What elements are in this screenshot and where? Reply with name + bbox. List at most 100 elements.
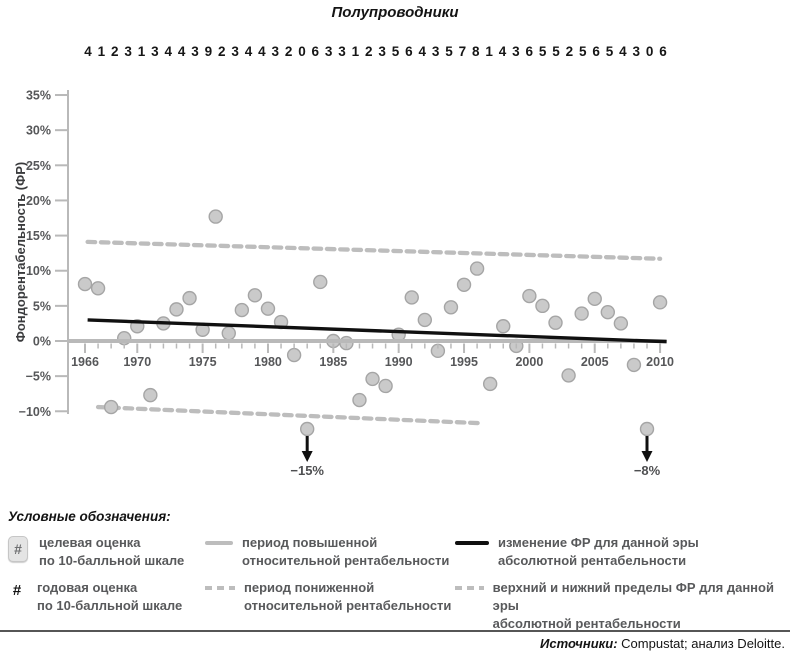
legend-line: абсолютной рентабельности — [492, 616, 681, 631]
data-point — [378, 378, 393, 394]
x-year-label: 2000 — [515, 355, 543, 369]
year-score: 8 — [472, 44, 480, 59]
year-score: 1 — [137, 44, 146, 59]
legend-item-label: период пониженной относительной рентабель… — [244, 579, 451, 615]
year-score: 2 — [365, 44, 373, 59]
data-point — [247, 288, 263, 303]
y-tick-label: 35% — [26, 89, 51, 103]
dashed-gray-line-icon — [455, 586, 484, 590]
hash-boxed-icon: # — [8, 536, 28, 562]
year-score: 6 — [311, 44, 320, 59]
data-point — [535, 298, 550, 314]
legend-line: относительной рентабельности — [244, 598, 452, 613]
x-year-label: 1975 — [189, 355, 217, 369]
year-score: 4 — [244, 44, 253, 59]
y-tick-label: 25% — [26, 159, 51, 173]
data-point — [169, 302, 184, 317]
y-tick-label: 15% — [26, 229, 51, 243]
legend-line: абсолютной рентабельности — [498, 553, 687, 568]
year-score: 3 — [324, 44, 333, 59]
data-point — [522, 288, 537, 304]
legend-line: по 10-балльной шкале — [37, 598, 183, 613]
year-score: 0 — [645, 44, 654, 59]
data-point — [143, 387, 158, 403]
data-point — [652, 295, 668, 310]
source-text: Compustat; анализ Deloitte. — [617, 636, 785, 651]
year-score: 5 — [579, 44, 587, 59]
data-point — [443, 300, 459, 315]
data-point — [77, 276, 93, 292]
year-score: 6 — [405, 44, 413, 59]
y-axis-title: Фондорентабельность (ФР) — [13, 162, 28, 342]
offscale-value-label: −8% — [634, 463, 661, 478]
data-point — [286, 347, 302, 363]
legend-title: Условные обозначения: — [8, 509, 171, 524]
year-score: 6 — [592, 44, 600, 59]
lower-bound-line — [95, 404, 484, 426]
year-score: 1 — [97, 44, 106, 59]
data-point — [103, 399, 119, 415]
y-tick-label: 0% — [33, 335, 51, 349]
legend-item-label: целевая оценка по 10-балльной шкале — [39, 534, 184, 570]
year-score: 2 — [284, 44, 293, 59]
year-score: 5 — [538, 44, 547, 59]
year-score: 4 — [258, 44, 266, 59]
data-point — [613, 316, 629, 331]
down-arrow-icon — [301, 451, 313, 462]
y-tick-label: −5% — [26, 370, 51, 384]
legend-line: целевая оценка — [39, 535, 141, 550]
x-year-label: 1990 — [385, 355, 413, 369]
data-point — [260, 301, 276, 316]
x-year-label: 2005 — [581, 355, 609, 369]
data-point — [574, 306, 589, 321]
legend-line: годовая оценка — [37, 580, 138, 595]
data-point — [561, 368, 576, 383]
legend-item-target-score: # целевая оценка по 10-балльной шкале — [8, 534, 184, 570]
source-line: Источники: Compustat; анализ Deloitte. — [540, 636, 785, 651]
legend-line: относительной рентабельности — [242, 553, 450, 568]
data-point — [496, 319, 511, 334]
x-year-label: 1985 — [319, 355, 347, 369]
year-score: 5 — [605, 44, 614, 59]
data-point — [587, 291, 602, 307]
x-year-label: 1970 — [123, 355, 151, 369]
year-score: 5 — [552, 44, 560, 59]
year-score: 3 — [231, 44, 239, 59]
year-score: 1 — [485, 44, 493, 59]
data-point — [404, 290, 419, 305]
legend-item-lowered-period: период пониженной относительной рентабель… — [205, 579, 451, 615]
year-score: 3 — [431, 44, 440, 59]
y-tick-label: 30% — [26, 124, 51, 138]
data-point — [182, 290, 197, 306]
year-score: 6 — [659, 44, 667, 59]
year-score: 0 — [298, 44, 306, 59]
year-score: 4 — [84, 44, 92, 59]
trend-line — [87, 318, 667, 344]
legend-line: верхний и нижний пределы ФР для данной э… — [492, 580, 774, 613]
y-tick-label: 20% — [26, 194, 51, 208]
legend-item-label: изменение ФР для данной эры абсолютной ре… — [498, 534, 699, 570]
year-score: 6 — [525, 44, 534, 59]
data-point — [208, 209, 223, 224]
year-score: 3 — [271, 44, 279, 59]
x-year-label: 2010 — [646, 355, 674, 369]
year-score: 4 — [498, 44, 507, 59]
data-point — [469, 261, 485, 276]
year-score: 2 — [217, 44, 226, 59]
source-prefix: Источники: — [540, 636, 618, 651]
legend-item-roa-change: изменение ФР для данной эры абсолютной ре… — [455, 534, 699, 570]
data-point — [352, 392, 367, 408]
year-score: 3 — [151, 44, 159, 59]
data-point — [417, 312, 433, 328]
legend-item-label: период повышенной относительной рентабель… — [242, 534, 449, 570]
data-point — [626, 357, 642, 373]
year-score: 2 — [110, 44, 119, 59]
year-score: 1 — [351, 44, 360, 59]
year-score: 2 — [565, 44, 574, 59]
legend-item-label: верхний и нижний пределы ФР для данной э… — [493, 579, 790, 633]
data-point — [600, 304, 615, 320]
offscale-point — [639, 421, 655, 437]
year-score: 3 — [512, 44, 520, 59]
